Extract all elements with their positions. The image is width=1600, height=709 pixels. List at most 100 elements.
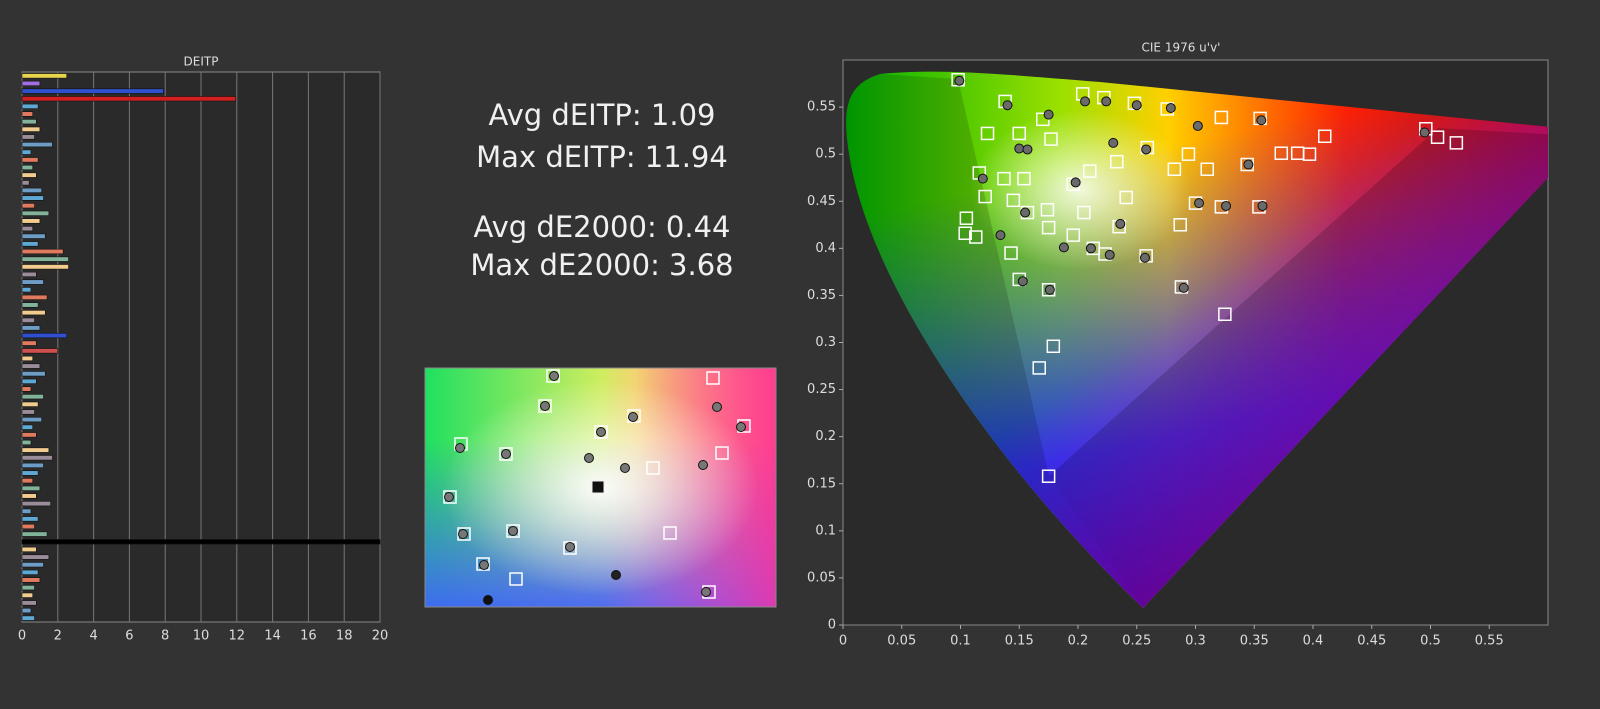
- stat: Avg dEITP: 1.09: [489, 98, 716, 132]
- measured-marker: [1043, 109, 1054, 120]
- bar: [21, 562, 44, 568]
- bar: [21, 241, 39, 247]
- target-marker: [1200, 162, 1214, 176]
- measured-marker: [1080, 96, 1091, 107]
- x-tick-label: 0.45: [1357, 634, 1386, 649]
- measured-marker: [1101, 96, 1112, 107]
- target-marker: [1046, 339, 1061, 354]
- bar: [21, 226, 34, 232]
- y-tick-label: 0.1: [815, 523, 836, 538]
- measured-marker: [1020, 207, 1031, 218]
- y-tick-label: 0.55: [807, 100, 836, 115]
- y-tick-label: 0.25: [807, 382, 836, 397]
- measured-marker: [1104, 249, 1115, 260]
- stat: Max dEITP: 11.94: [476, 140, 728, 174]
- target-marker: [1044, 132, 1058, 146]
- bar: [21, 462, 44, 468]
- y-tick-label: 0.15: [807, 476, 836, 491]
- bar: [21, 264, 69, 270]
- x-tick-label: 20: [372, 629, 389, 644]
- measured-marker: [1221, 200, 1232, 211]
- bar: [21, 508, 32, 514]
- bar: [21, 203, 35, 209]
- bar: [21, 210, 50, 216]
- bar: [21, 424, 34, 430]
- target-marker: [980, 126, 995, 141]
- measured-marker: [1070, 177, 1081, 188]
- bar: [21, 111, 34, 117]
- target-marker: [1110, 154, 1124, 169]
- y-tick-label: 0: [828, 618, 836, 633]
- measured-marker: [1022, 144, 1033, 155]
- target-marker: [1449, 136, 1464, 150]
- measured-marker: [1194, 198, 1205, 209]
- y-tick-label: 0.4: [815, 241, 836, 256]
- bar: [21, 164, 34, 171]
- bar: [21, 141, 53, 148]
- bar: [21, 287, 32, 293]
- x-tick-label: 2: [54, 629, 62, 644]
- x-tick-label: 0.05: [887, 634, 916, 649]
- bar: [21, 218, 41, 224]
- x-tick-label: 0.1: [950, 634, 971, 649]
- bar: [21, 134, 35, 140]
- x-tick-label: 16: [300, 629, 317, 644]
- bar: [21, 233, 46, 239]
- bar: [21, 302, 39, 308]
- bar: [21, 157, 39, 163]
- zoom-inset: [424, 367, 777, 608]
- target-marker: [1167, 162, 1182, 176]
- bar: [21, 294, 48, 300]
- bar: [21, 615, 35, 621]
- target-marker: [1006, 193, 1021, 208]
- bar: [21, 478, 34, 484]
- bar-title: DEITP: [184, 55, 219, 69]
- stat: Max dE2000: 3.68: [470, 248, 733, 282]
- target-marker: [1004, 246, 1018, 260]
- bar: [21, 80, 41, 87]
- target-marker: [1066, 228, 1081, 242]
- target-marker: [1040, 202, 1055, 217]
- x-tick-label: 12: [229, 629, 246, 644]
- x-tick-label: 0.5: [1420, 634, 1441, 649]
- bar: [21, 455, 53, 461]
- bar: [21, 516, 39, 522]
- stat: Avg dE2000: 0.44: [473, 210, 730, 244]
- bar: [21, 447, 50, 453]
- bar: [21, 378, 37, 384]
- bar: [21, 119, 37, 125]
- bar: [21, 363, 41, 369]
- bar: [21, 88, 164, 94]
- scatter-title: CIE 1976 u'v': [1142, 41, 1221, 55]
- target-marker: [997, 171, 1011, 186]
- measured-marker: [1257, 200, 1268, 211]
- measured-marker: [1014, 143, 1025, 154]
- bar: [21, 569, 39, 575]
- x-tick-label: 0: [839, 634, 847, 649]
- bar: [21, 585, 35, 591]
- measured-marker: [1108, 137, 1119, 148]
- measured-marker: [1243, 159, 1254, 170]
- target-marker: [1083, 164, 1097, 178]
- target-marker: [1430, 130, 1445, 144]
- target-marker: [1041, 469, 1056, 483]
- bar: [21, 340, 37, 346]
- target-marker: [1173, 218, 1187, 232]
- bar: [21, 401, 39, 407]
- x-tick-label: 0.55: [1475, 634, 1504, 649]
- measured-marker: [1044, 284, 1055, 295]
- x-tick-label: 6: [125, 629, 133, 644]
- bar: [21, 493, 37, 499]
- bar: [21, 546, 37, 553]
- target-marker: [1290, 146, 1305, 160]
- bar: [21, 256, 69, 262]
- bar: [21, 73, 68, 79]
- target-marker: [1017, 171, 1031, 186]
- bar: [21, 554, 50, 560]
- bar: [21, 577, 41, 583]
- measured-marker: [1165, 103, 1176, 114]
- measured-marker: [1192, 120, 1203, 131]
- bar: [21, 348, 59, 354]
- bar: [21, 180, 30, 186]
